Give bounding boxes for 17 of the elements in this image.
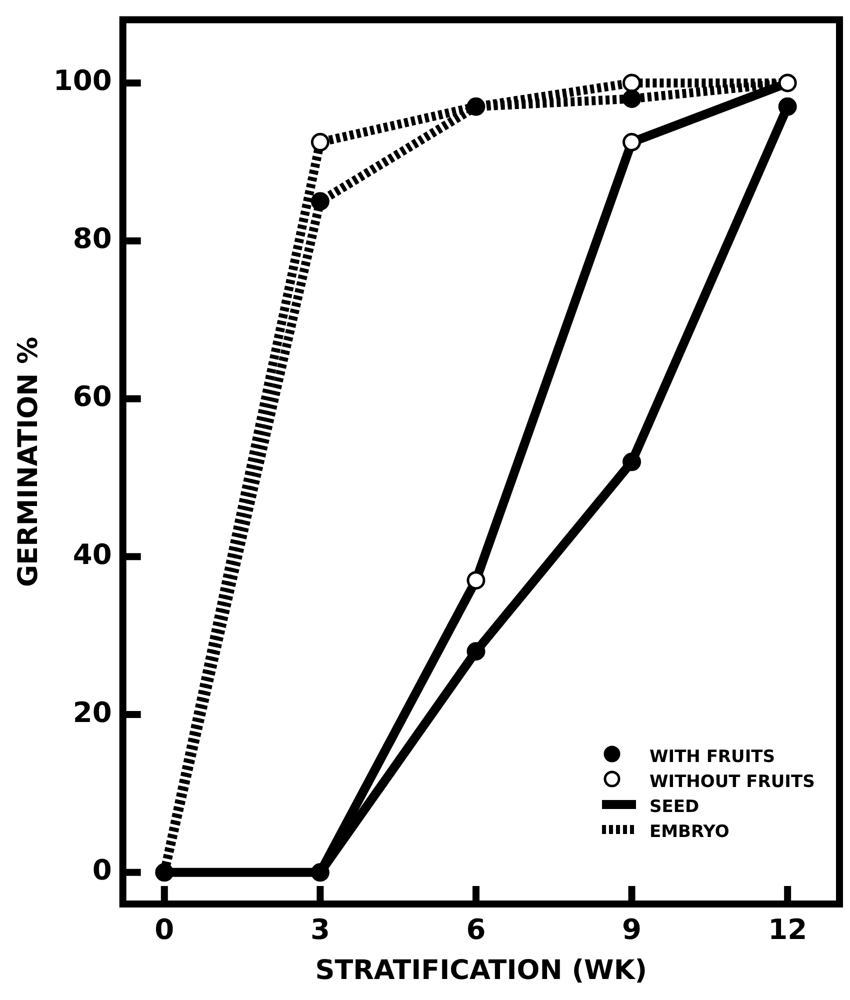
x-tick-label: 6 [466, 913, 486, 946]
y-tick-label: 80 [72, 222, 112, 256]
legend-label: WITH FRUITS [650, 746, 775, 766]
y-tick-label: 100 [53, 64, 112, 98]
x-tick-label: 3 [310, 913, 330, 946]
y-tick-label: 40 [72, 538, 112, 571]
legend-label: WITHOUT FRUITS [650, 772, 815, 792]
y-tick-label: 0 [92, 854, 112, 887]
legend-label: EMBRYO [650, 822, 730, 842]
y-axis-title: GERMINATION % [13, 336, 44, 587]
x-tick-label: 9 [622, 913, 642, 946]
x-tick-label: 0 [154, 913, 174, 946]
y-tick-label: 20 [72, 696, 112, 729]
y-tick-label: 60 [72, 380, 112, 414]
legend-label: SEED [650, 796, 700, 816]
x-axis-title: STRATIFICATION (WK) [315, 954, 648, 986]
x-tick-label: 12 [768, 913, 808, 946]
